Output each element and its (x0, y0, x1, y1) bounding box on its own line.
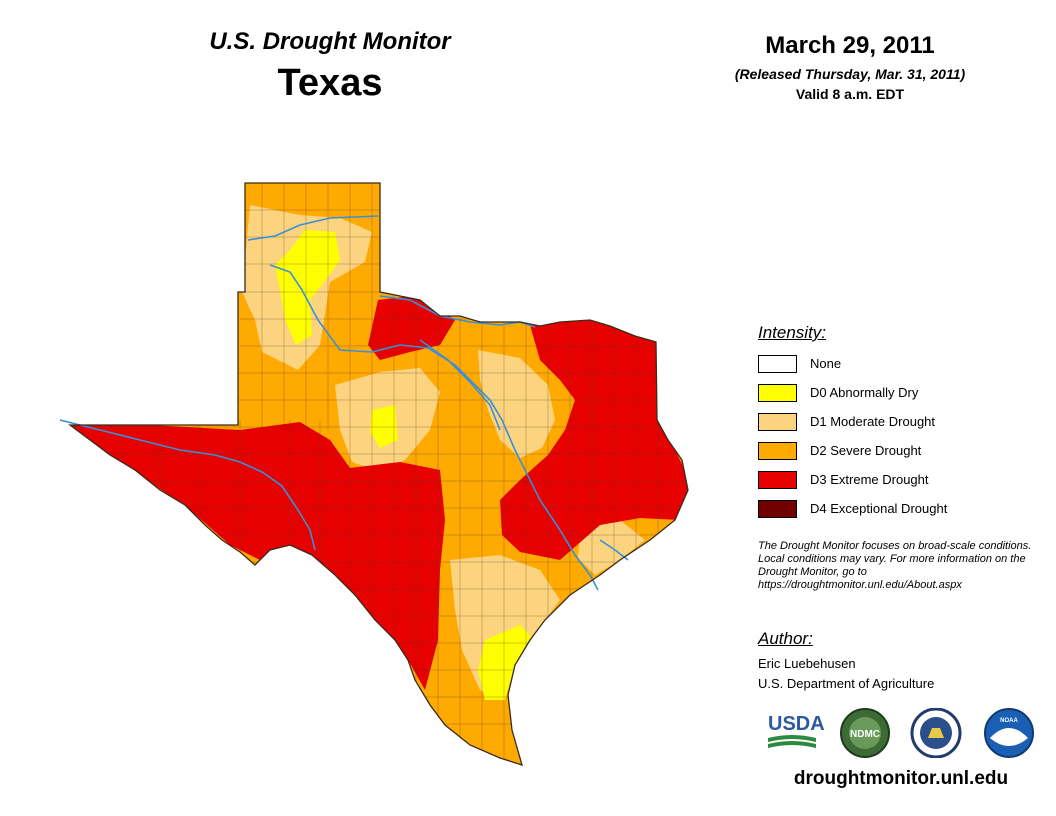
d0-coastal-bend-area (478, 625, 535, 700)
d0-central-area (370, 405, 398, 448)
legend-label: D2 Severe Drought (810, 443, 922, 458)
map-header: U.S. Drought Monitor Texas (180, 28, 480, 105)
release-date: (Released Thursday, Mar. 31, 2011) (734, 66, 966, 82)
legend-swatch-d1 (758, 413, 797, 431)
legend-swatch-d0 (758, 384, 797, 402)
legend-item: D0 Abnormally Dry (758, 384, 1048, 413)
rivers (60, 215, 629, 591)
map-subtitle: U.S. Drought Monitor (209, 28, 451, 55)
texas-drought-map (60, 182, 689, 766)
ndmc-logo: NDMC (840, 708, 890, 758)
legend-label: D1 Moderate Drought (810, 414, 936, 429)
usda-logo-text: USDA (768, 713, 825, 735)
website-link[interactable]: droughtmonitor.unl.edu (793, 768, 1009, 789)
d0-panhandle-area (275, 230, 340, 345)
d3-east-area (500, 318, 688, 560)
d3-west-area (70, 420, 445, 690)
legend-label: None (810, 356, 842, 371)
legend-item: D2 Severe Drought (758, 442, 1048, 471)
ndmc-logo-text: NDMC (850, 729, 880, 740)
legend: Intensity: None D0 Abnormally Dry D1 Mod… (758, 323, 1048, 529)
state-title: Texas (277, 62, 383, 104)
legend-label: D4 Exceptional Drought (810, 501, 948, 516)
agency-logos: USDA NDMC NOAA (768, 708, 1034, 758)
map-date: March 29, 2011 (765, 32, 935, 59)
coastal-river (599, 539, 629, 561)
legend-label: D3 Extreme Drought (810, 472, 929, 487)
legend-swatch-none (758, 355, 797, 373)
d1-south-area (450, 555, 560, 700)
author-name: Eric Luebehusen (758, 656, 856, 671)
date-block: March 29, 2011 (Released Thursday, Mar. … (700, 32, 1000, 102)
disclaimer-text: The Drought Monitor focuses on broad-sca… (758, 540, 1032, 591)
noaa-logo-text: NOAA (1000, 718, 1018, 724)
noaa-logo: NOAA (984, 708, 1034, 758)
legend-swatch-d4 (758, 500, 797, 518)
legend-item: D4 Exceptional Drought (758, 500, 1048, 529)
valid-time: Valid 8 a.m. EDT (795, 86, 905, 102)
author-title: Author: (758, 629, 813, 648)
legend-swatch-d3 (758, 471, 797, 489)
trinity-river (419, 339, 501, 431)
legend-label: D0 Abnormally Dry (810, 385, 919, 400)
canadian-river (247, 215, 379, 241)
legend-item: D1 Moderate Drought (758, 413, 1048, 442)
brazos-river (269, 264, 599, 591)
legend-item: D3 Extreme Drought (758, 471, 1048, 500)
author-org: U.S. Department of Agriculture (758, 676, 935, 691)
usda-logo: USDA (768, 713, 825, 748)
legend-swatch-d2 (758, 442, 797, 460)
texas-outline (68, 182, 689, 766)
legend-item: None (758, 355, 1048, 384)
doc-seal-logo (910, 708, 962, 758)
legend-title: Intensity: (758, 323, 827, 342)
rio-grande-pecos (60, 419, 316, 551)
d1-north-central-area (478, 350, 555, 458)
